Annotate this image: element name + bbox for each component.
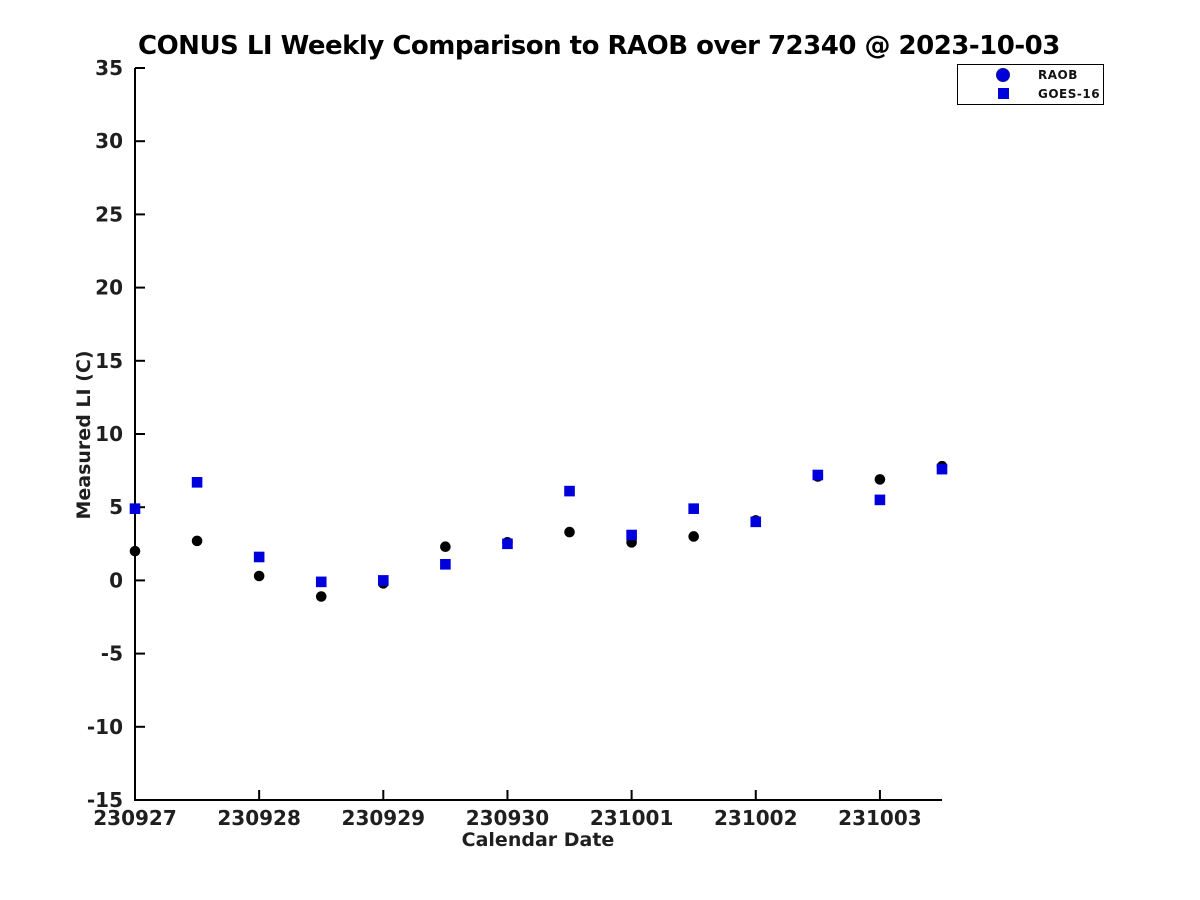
x-tick-label: 230928 [217,806,301,830]
raob-marker [688,531,699,542]
goes16-marker [874,494,886,506]
raob-marker [253,570,265,582]
x-tick-label: 230927 [93,806,177,830]
goes16-marker [378,575,389,586]
circle-marker-icon [996,68,1010,83]
legend-row-goes16: GOES-16 [958,85,1103,102]
x-tick-label: 231003 [838,806,922,830]
y-tick-label: 30 [95,129,123,153]
goes16-marker [191,477,203,488]
y-tick-label: 25 [95,202,123,226]
legend: RAOB GOES-16 [957,64,1104,105]
goes16-marker [750,516,762,528]
x-axis-label: Calendar Date [461,829,615,851]
y-tick-label: 20 [95,276,123,300]
legend-label-raob: RAOB [1038,68,1078,83]
x-tick-label: 231002 [714,806,798,830]
raob-marker [874,474,886,485]
y-tick-label: 5 [109,495,123,519]
goes16-marker [812,469,824,481]
y-axis-label: Measured LI (C) [73,350,95,520]
x-tick-label: 230929 [342,806,426,830]
goes16-marker [440,558,451,570]
y-tick-label: -15 [87,788,123,812]
legend-row-raob: RAOB [958,67,1103,84]
goes16-marker [688,503,699,514]
goes16-marker [564,485,575,497]
y-tick-label: -5 [101,642,123,666]
x-tick-label: 230930 [466,806,550,830]
square-marker-icon [997,88,1009,100]
raob-marker [564,526,575,538]
raob-marker [315,591,327,602]
chart-title: CONUS LI Weekly Comparison to RAOB over … [138,31,1060,61]
goes16-legend-marker-cell [996,87,1010,101]
raob-marker [129,545,141,557]
raob-marker [191,535,203,547]
raob-legend-marker-cell [996,68,1010,83]
goes16-marker [626,529,637,541]
y-tick-label: 10 [95,422,123,446]
goes16-marker [315,576,327,588]
legend-label-goes16: GOES-16 [1038,86,1101,101]
y-tick-label: 0 [109,568,123,592]
goes16-marker [936,463,948,475]
y-tick-label: 15 [95,349,123,373]
goes16-marker [502,538,513,550]
goes16-marker [129,503,141,514]
y-tick-label: -10 [87,715,123,739]
x-tick-label: 231001 [590,806,674,830]
goes16-marker [253,551,265,563]
raob-marker [440,541,451,553]
y-tick-label: 35 [95,56,123,80]
